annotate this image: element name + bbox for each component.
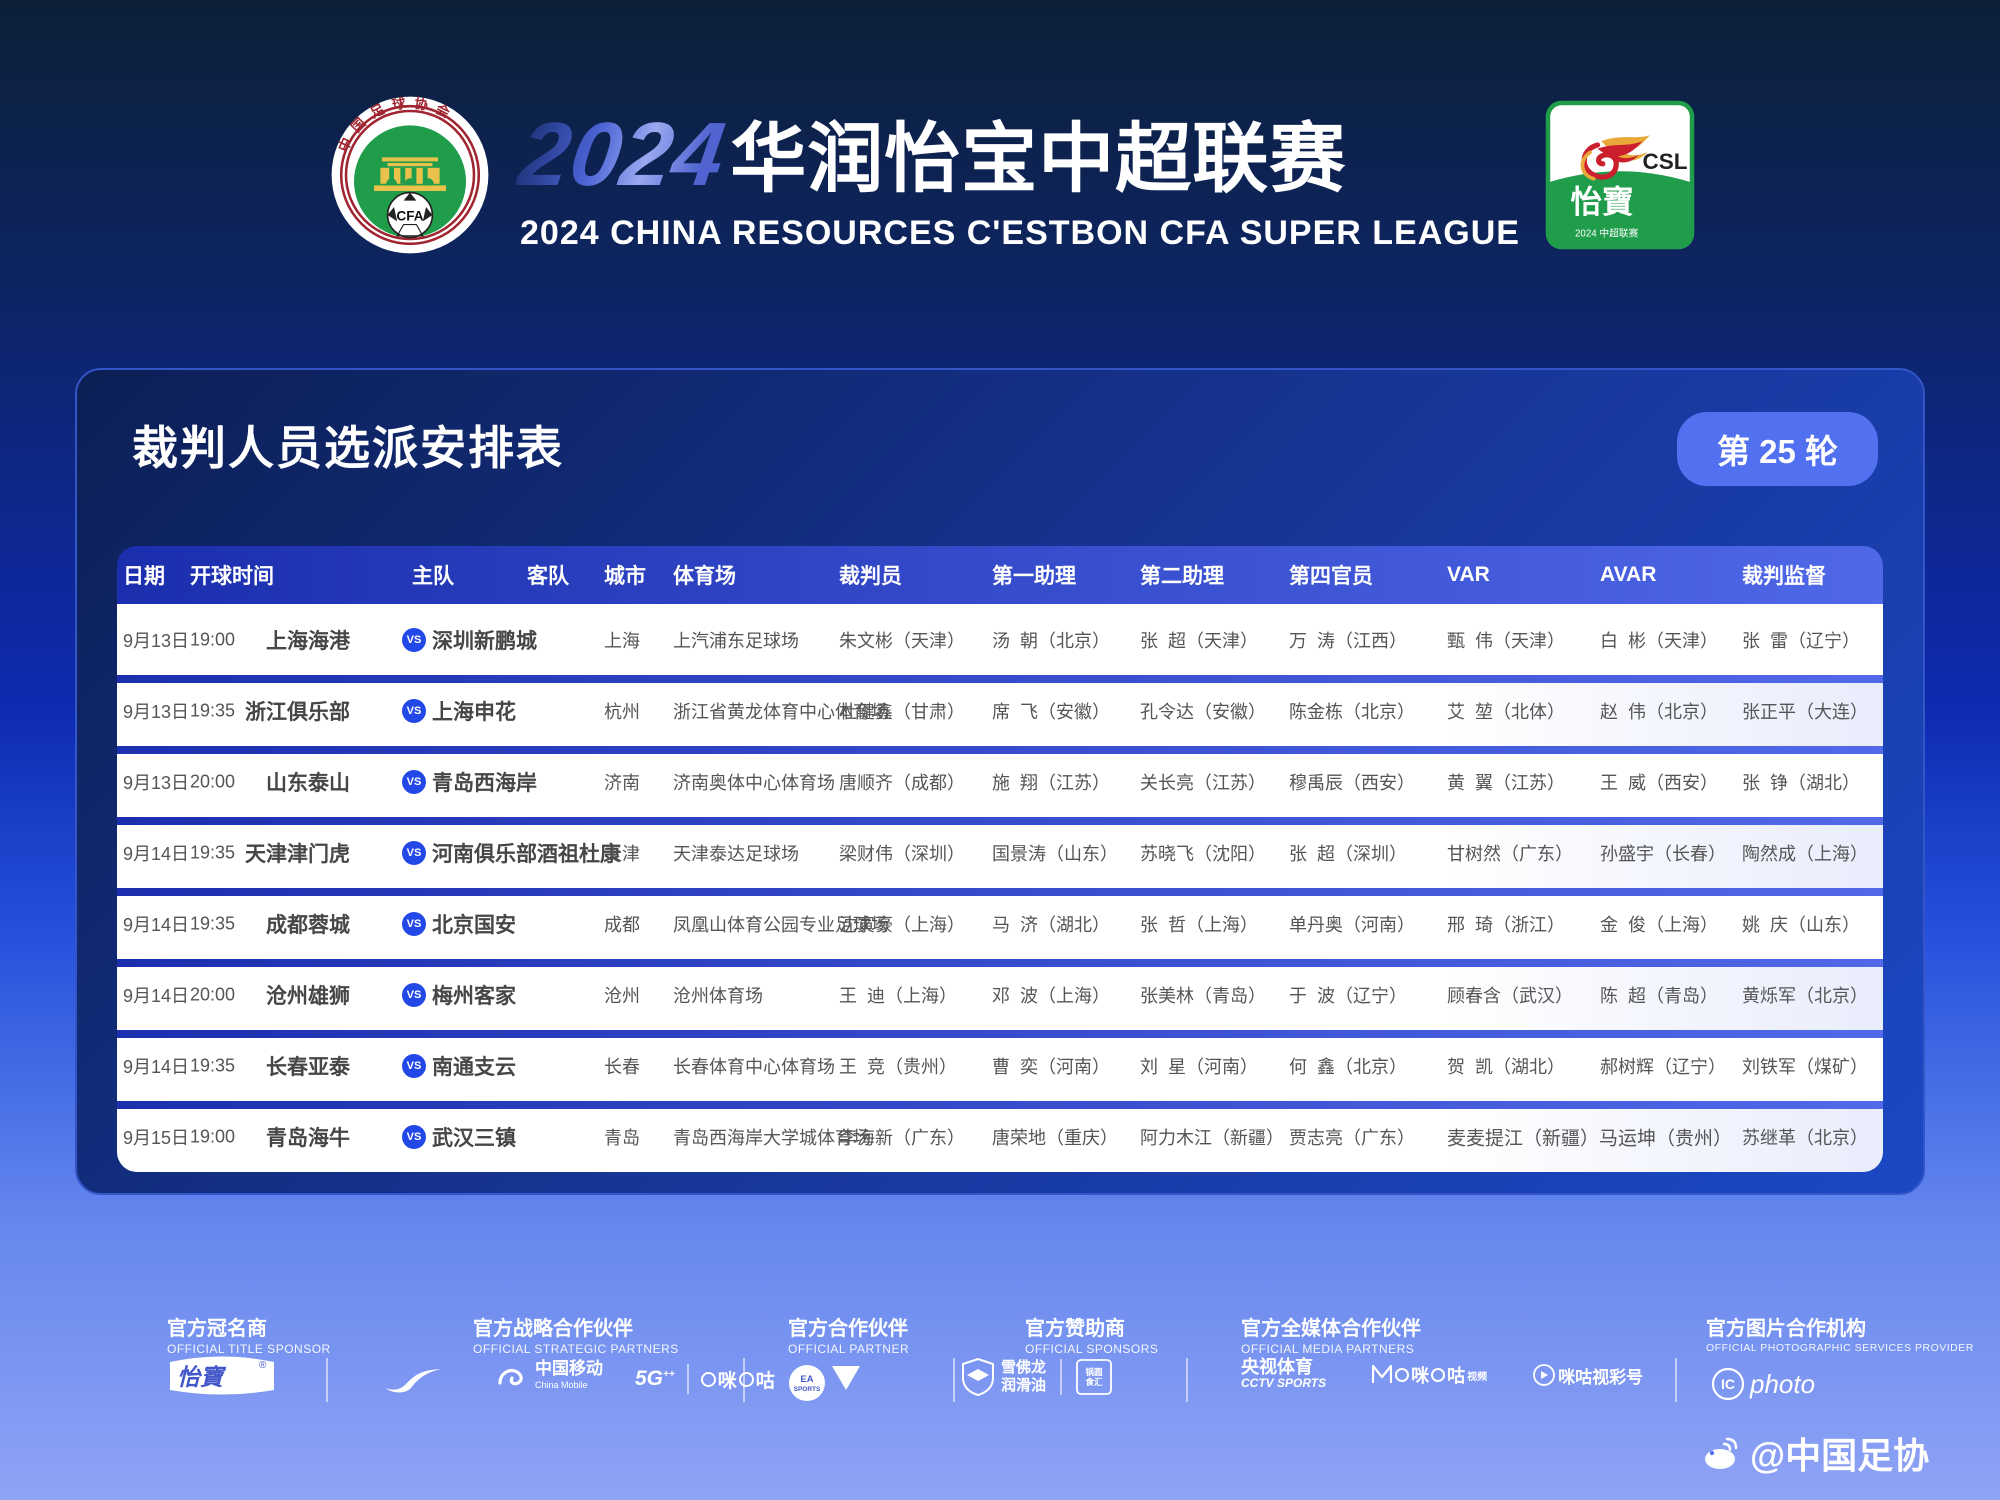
svg-text:怡寶: 怡寶 [1571, 184, 1634, 220]
svg-text:球: 球 [391, 95, 407, 113]
svg-text:2024 中超联赛: 2024 中超联赛 [1575, 227, 1639, 240]
svg-text:SPORTS: SPORTS [794, 1386, 821, 1393]
svg-text:锅圆: 锅圆 [1085, 1367, 1103, 1377]
svg-text:怡寶: 怡寶 [177, 1364, 227, 1390]
svg-text:食汇: 食汇 [1086, 1377, 1104, 1387]
svg-text:®: ® [259, 1360, 267, 1371]
svg-text:CSL: CSL [1643, 149, 1688, 174]
svg-text:EA: EA [800, 1374, 813, 1385]
svg-text:IC: IC [1721, 1376, 1735, 1392]
svg-text:CFA: CFA [396, 209, 423, 224]
